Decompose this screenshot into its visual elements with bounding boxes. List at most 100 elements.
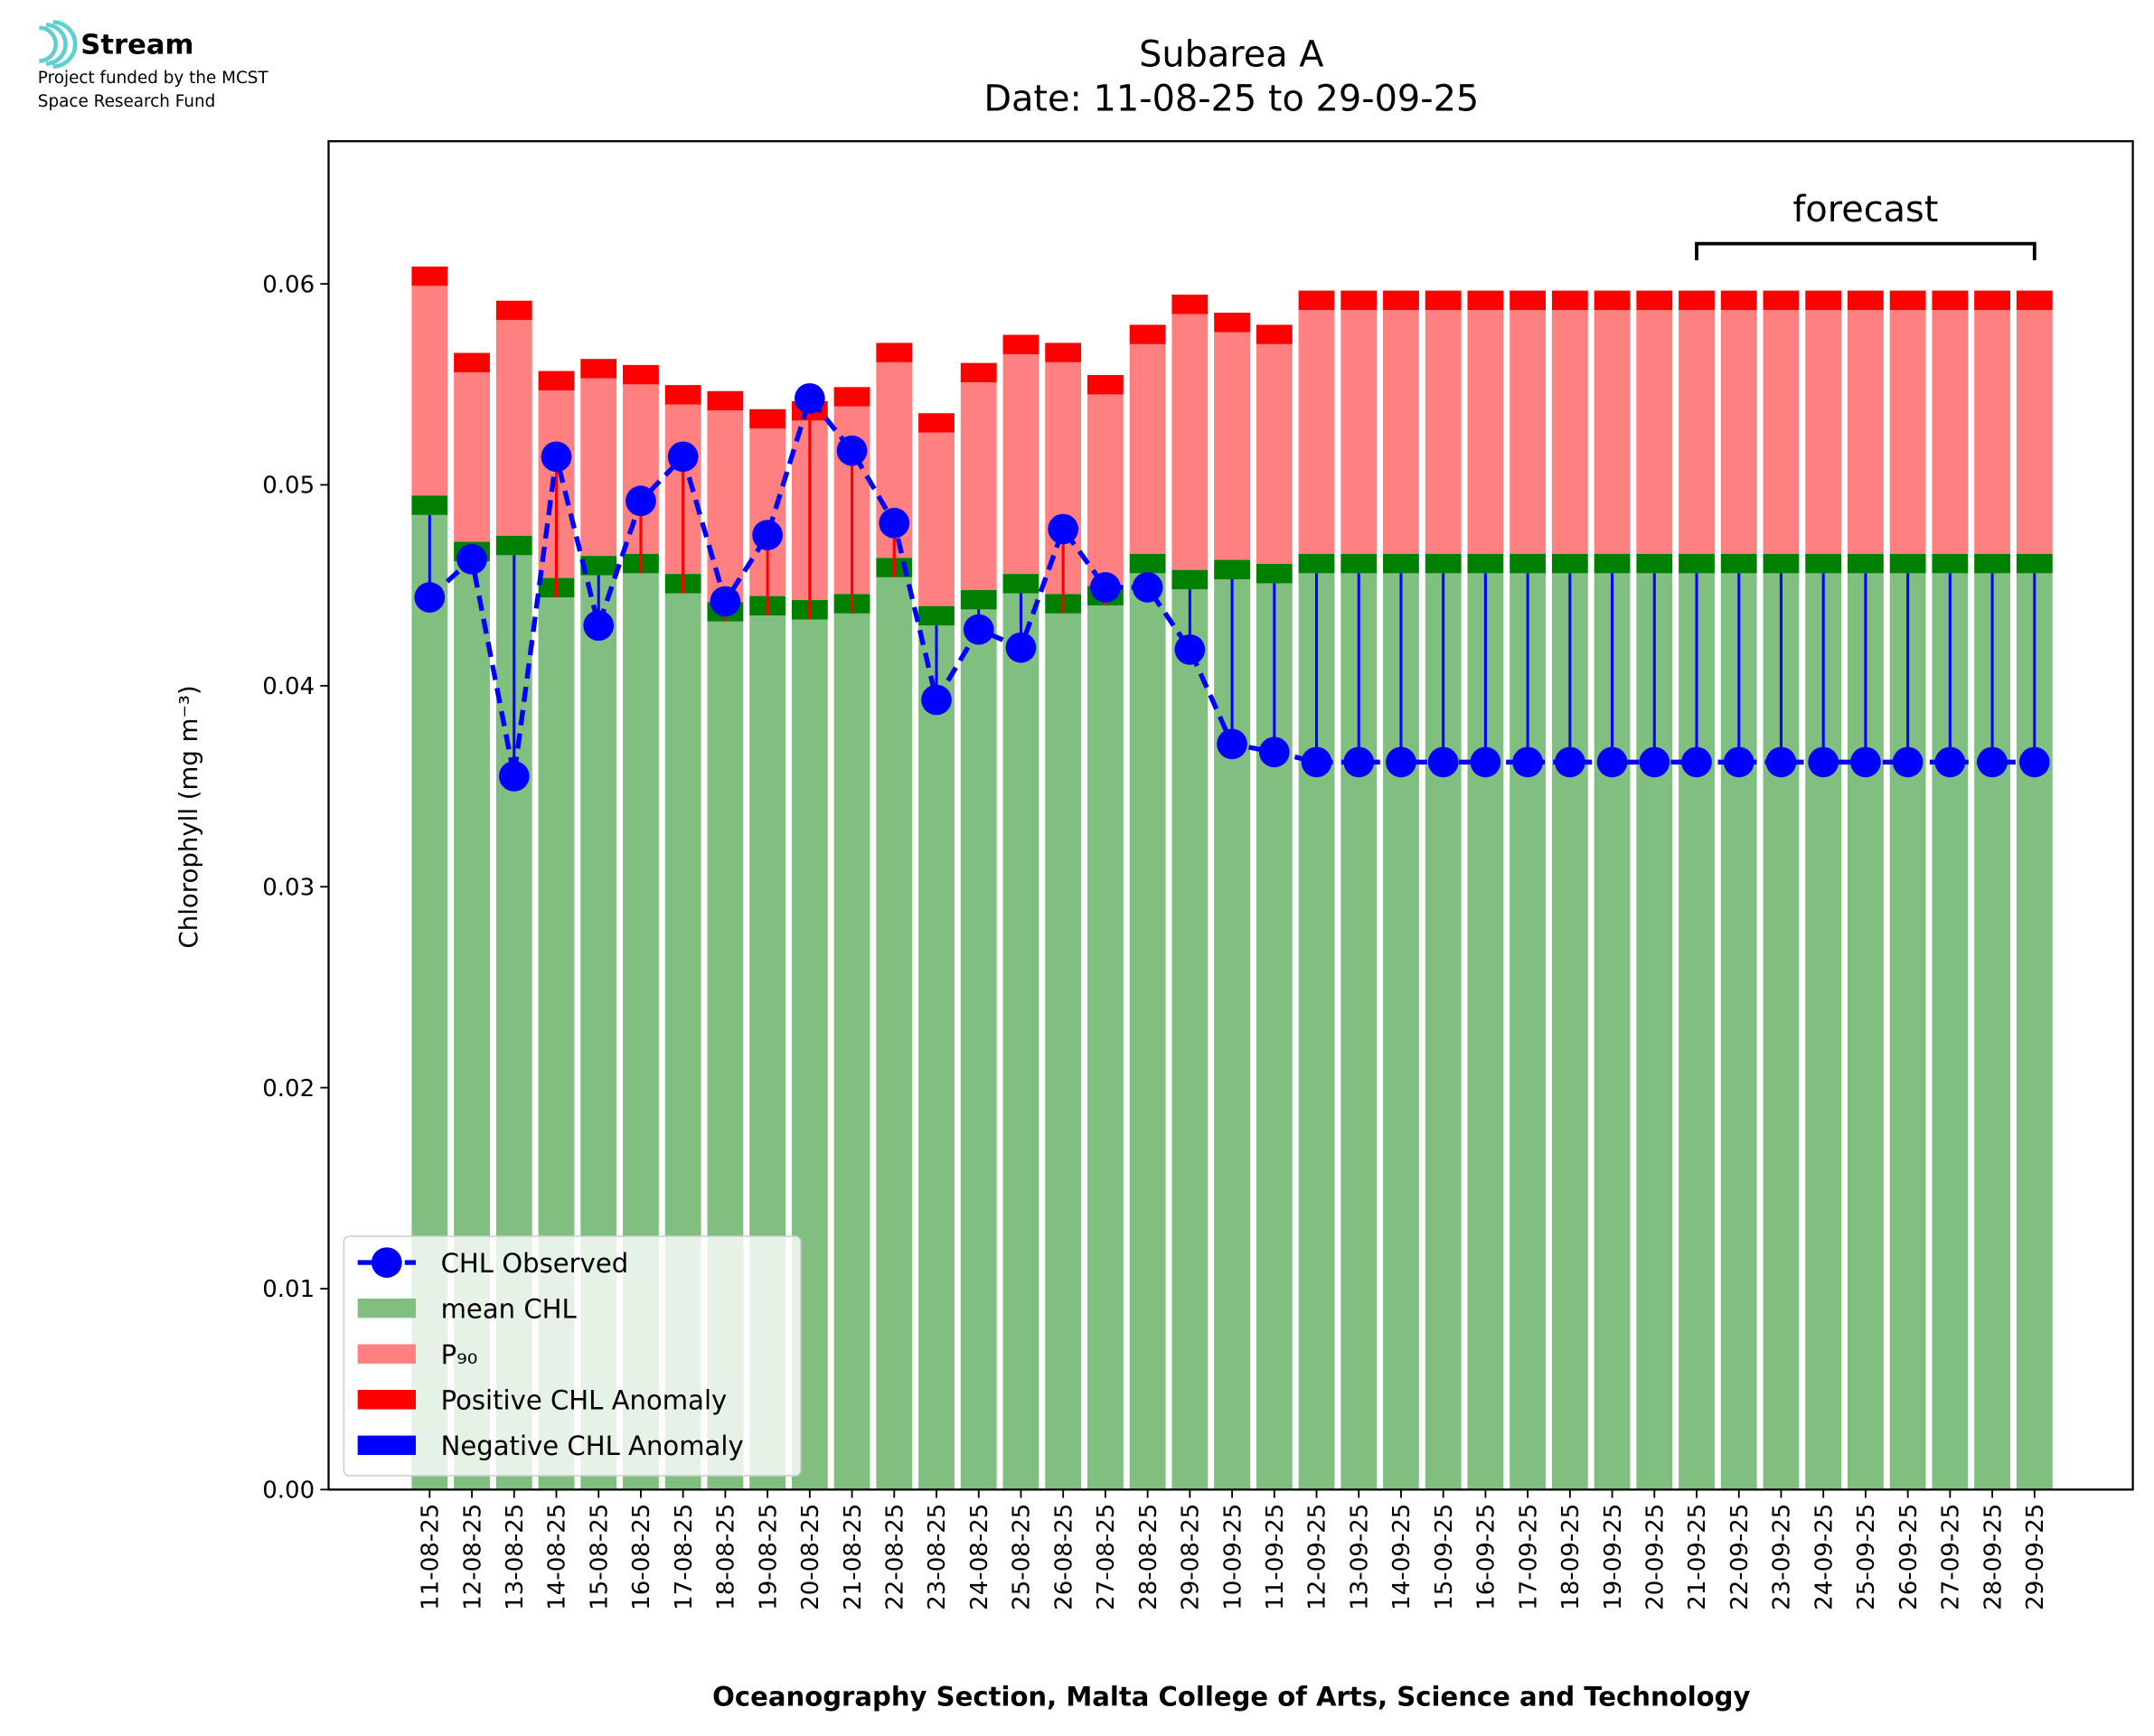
p90-band — [1551, 290, 1588, 311]
x-tick-label: 17-09-25 — [1515, 1504, 1542, 1610]
p90-bar — [580, 378, 617, 557]
x-tick-label: 22-09-25 — [1726, 1504, 1754, 1610]
p90-band — [876, 343, 913, 362]
p90-band — [1298, 290, 1335, 311]
y-tick-label: 0.05 — [262, 473, 315, 500]
mean-band — [960, 589, 997, 610]
observed-point — [752, 520, 783, 550]
observed-point — [1427, 746, 1459, 778]
p90-bar — [1298, 310, 1335, 554]
p90-band — [1763, 290, 1800, 311]
p90-band — [1086, 374, 1124, 395]
observed-point — [1723, 746, 1754, 778]
x-tick-label: 12-08-25 — [459, 1504, 486, 1610]
observed-point — [1217, 728, 1247, 760]
x-tick-label: 25-09-25 — [1853, 1504, 1880, 1610]
y-axis-label: Chlorophyll (mg m⁻³) — [174, 685, 203, 948]
x-tick-label: 16-08-25 — [628, 1504, 655, 1610]
p90-bar — [707, 410, 744, 603]
mean-bar — [1129, 573, 1166, 1490]
mean-bar — [1002, 593, 1039, 1490]
p90-bar — [411, 286, 448, 496]
mean-band — [495, 535, 532, 556]
p90-bar — [918, 432, 955, 606]
p90-band — [1720, 290, 1757, 311]
observed-point — [1386, 746, 1416, 778]
legend: CHL Observed mean CHL P₉₀ Positive CHL Anom… — [343, 1235, 802, 1477]
p90-band — [1594, 290, 1631, 311]
y-tick-label: 0.04 — [262, 673, 315, 700]
mean-band — [1383, 553, 1419, 574]
mean-band — [1129, 553, 1166, 574]
p90-band — [1510, 290, 1547, 311]
x-tick-label: 21-09-25 — [1684, 1504, 1711, 1610]
x-tick-label: 16-09-25 — [1473, 1504, 1500, 1610]
observed-point — [667, 441, 699, 473]
observed-point — [1005, 632, 1037, 663]
observed-point — [583, 610, 615, 642]
observed-point — [456, 543, 487, 575]
y-tick-label: 0.01 — [262, 1276, 315, 1303]
observed-point — [1132, 572, 1163, 603]
mean-bar — [1171, 589, 1209, 1490]
mean-band — [1425, 553, 1462, 574]
observed-point — [1934, 746, 1966, 778]
x-tick-label: 24-09-25 — [1811, 1504, 1838, 1610]
mean-band — [1805, 553, 1842, 574]
legend-box — [343, 1235, 802, 1477]
p90-bar — [1171, 314, 1209, 570]
mean-band — [1848, 553, 1884, 574]
p90-band — [664, 385, 701, 405]
legend-marker — [371, 1247, 402, 1278]
p90-band — [1256, 324, 1293, 344]
x-tick-label: 13-09-25 — [1346, 1504, 1373, 1610]
x-tick-label: 25-08-25 — [1009, 1504, 1036, 1610]
p90-bar — [2016, 310, 2053, 554]
x-tick-label: 24-08-25 — [966, 1504, 993, 1610]
mean-bar — [1086, 605, 1124, 1490]
mean-band — [1932, 553, 1969, 574]
p90-band — [1636, 290, 1673, 311]
observed-point — [1090, 572, 1121, 603]
observed-point — [1892, 746, 1924, 778]
observed-point — [1808, 746, 1839, 778]
x-tick-label: 22-08-25 — [881, 1504, 908, 1610]
mean-band — [1889, 553, 1926, 574]
p90-bar — [1256, 343, 1293, 565]
p90-band — [918, 413, 955, 433]
p90-bar — [1805, 310, 1842, 554]
p90-band — [454, 352, 490, 372]
mean-bar — [918, 625, 955, 1490]
mean-band — [1679, 553, 1715, 574]
mean-band — [1763, 553, 1800, 574]
observed-point — [1470, 746, 1501, 778]
p90-band — [1340, 290, 1378, 311]
mean-band — [1551, 553, 1588, 574]
observed-point — [414, 582, 446, 613]
mean-band — [580, 556, 617, 576]
p90-band — [1679, 290, 1715, 311]
x-tick-label: 28-08-25 — [1135, 1504, 1162, 1610]
p90-bar — [960, 382, 997, 590]
p90-bar — [1467, 310, 1504, 554]
p90-bar — [1720, 310, 1757, 554]
p90-band — [1974, 290, 2010, 311]
p90-bar — [1594, 310, 1631, 554]
p90-band — [580, 359, 617, 379]
p90-band — [1045, 343, 1082, 362]
x-tick-label: 18-09-25 — [1557, 1504, 1585, 1610]
p90-band — [495, 300, 532, 321]
p90-bar — [1086, 394, 1124, 586]
logo-icon — [39, 20, 78, 69]
p90-band — [1805, 290, 1842, 311]
x-tick-label: 15-09-25 — [1431, 1504, 1458, 1610]
y-tick-label: 0.06 — [262, 271, 315, 298]
observed-point — [921, 684, 952, 716]
p90-band — [1383, 290, 1419, 311]
forecast-bracket — [1695, 241, 2036, 260]
forecast-label: forecast — [1792, 189, 1938, 230]
y-tick-label: 0.03 — [262, 874, 315, 901]
x-tick-label: 26-08-25 — [1050, 1504, 1077, 1610]
x-tick-label: 21-08-25 — [840, 1504, 867, 1610]
